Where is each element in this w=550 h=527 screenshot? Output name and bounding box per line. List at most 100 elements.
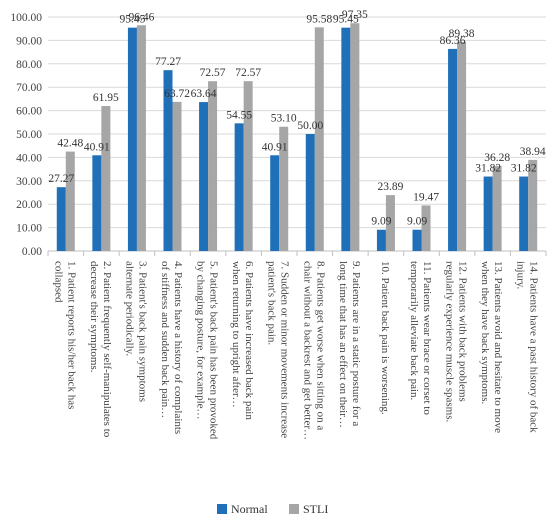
category-label-line: 5. Patient's back pain has been provoked bbox=[208, 261, 220, 440]
category-label-line: 13. Patients avoid and hesitate to move bbox=[492, 261, 504, 433]
category-label-line: when they have back symptoms. bbox=[479, 261, 491, 405]
bar-stli-3 bbox=[136, 25, 146, 251]
category-label-line: 6. Patients have increased back pain bbox=[243, 261, 255, 420]
category-label-8: 8. Patients get worse when sitting on ac… bbox=[301, 261, 326, 440]
data-label-stli-6: 72.57 bbox=[235, 67, 261, 79]
gridlines bbox=[47, 16, 547, 256]
bar-normal-11 bbox=[412, 229, 422, 251]
category-label-5: 5. Patient's back pain has been provoked… bbox=[195, 261, 220, 440]
category-label-line: patient's back pain. bbox=[266, 261, 278, 345]
y-tick-label: 90.00 bbox=[16, 35, 42, 47]
category-label-2: 2. Patient frequently self-manipulates t… bbox=[88, 261, 113, 438]
category-label-14: 14. Patients have a past history of back… bbox=[515, 261, 540, 433]
category-label-line: 14. Patients have a past history of back bbox=[528, 261, 540, 433]
bar-normal-4 bbox=[163, 70, 173, 251]
bar-stli-8 bbox=[314, 27, 324, 251]
category-label-line: regularly experience muscle spasms. bbox=[444, 261, 456, 423]
data-label-normal-10: 9.09 bbox=[371, 216, 391, 228]
data-label-normal-5: 63.64 bbox=[191, 88, 217, 100]
data-label-normal-1: 27.27 bbox=[48, 173, 74, 185]
data-label-normal-3: 95.45 bbox=[119, 14, 145, 26]
category-label-line: 7. Sudden or minor movements increase bbox=[279, 261, 291, 438]
data-label-normal-7: 40.91 bbox=[262, 141, 288, 153]
data-label-normal-12: 86.36 bbox=[440, 35, 466, 47]
bar-normal-6 bbox=[234, 123, 244, 251]
data-label-stli-10: 23.89 bbox=[377, 181, 403, 193]
bar-stli-7 bbox=[279, 126, 289, 251]
bar-normal-12 bbox=[448, 48, 458, 251]
category-label-line: 8. Patients get worse when sitting on a bbox=[314, 261, 326, 430]
x-axis-category-labels: 1. Patient reports his/her back hascolla… bbox=[52, 261, 539, 440]
data-label-normal-11: 9.09 bbox=[407, 216, 427, 228]
data-label-stli-11: 19.47 bbox=[413, 191, 439, 203]
data-label-stli-4: 63.72 bbox=[164, 88, 190, 100]
category-label-line: when returning to upright after… bbox=[230, 261, 242, 408]
bar-stli-2 bbox=[101, 106, 111, 251]
bar-normal-3 bbox=[127, 27, 137, 251]
data-label-stli-14: 38.94 bbox=[520, 146, 546, 158]
category-label-1: 1. Patient reports his/her back hascolla… bbox=[52, 261, 77, 409]
bar-stli-10 bbox=[385, 195, 395, 251]
bar-stli-1 bbox=[65, 151, 75, 251]
y-tick-label: 10.00 bbox=[16, 223, 42, 235]
data-label-normal-6: 54.55 bbox=[226, 109, 252, 121]
y-tick-label: 0.00 bbox=[22, 246, 42, 258]
category-label-line: 3. Patient's back pain symptoms bbox=[136, 261, 148, 402]
data-label-stli-3: 96.46 bbox=[128, 11, 154, 23]
y-tick-label: 20.00 bbox=[16, 199, 42, 211]
category-label-line: temporarily alleviate back pain. bbox=[408, 261, 420, 401]
y-tick-label: 30.00 bbox=[16, 176, 42, 188]
bar-normal-9 bbox=[341, 27, 351, 251]
category-label-line: 2. Patient frequently self-manipulates t… bbox=[101, 261, 113, 438]
category-label-line: injury. bbox=[515, 261, 527, 290]
data-label-stli-2: 61.95 bbox=[93, 92, 119, 104]
data-label-normal-9: 95.45 bbox=[333, 14, 359, 26]
category-label-line: decrease their symptoms. bbox=[88, 261, 100, 373]
data-label-stli-8: 95.58 bbox=[306, 13, 332, 25]
bar-stli-6 bbox=[243, 81, 253, 251]
bar-stli-11 bbox=[421, 205, 431, 251]
category-label-line: collapsed bbox=[52, 261, 64, 303]
bar-normal-8 bbox=[305, 134, 315, 251]
bar-stli-12 bbox=[457, 41, 467, 251]
data-label-normal-14: 31.82 bbox=[511, 163, 537, 175]
data-label-stli-12: 89.38 bbox=[449, 28, 475, 40]
category-label-4: 4. Patients have a history of complaints… bbox=[159, 261, 184, 434]
legend-label-stli: STLI bbox=[303, 502, 328, 516]
category-label-line: by changing posture, for example… bbox=[195, 261, 207, 420]
category-label-line: 1. Patient reports his/her back has bbox=[65, 261, 77, 409]
category-label-line: long time that has an effect on their… bbox=[337, 261, 349, 428]
category-label-line: of stiffness and sudden back pain… bbox=[159, 261, 171, 418]
legend-label-normal: Normal bbox=[231, 502, 268, 516]
category-label-line: alternate periodically. bbox=[123, 261, 135, 356]
bar-normal-1 bbox=[56, 187, 66, 251]
category-label-line: 11. Patients wear brace or corset to bbox=[421, 261, 433, 415]
category-label-line: 10. Patient back pain is worsening. bbox=[379, 261, 391, 415]
legend-swatch-stli bbox=[289, 504, 299, 514]
legend: Normal STLI bbox=[217, 502, 328, 516]
bar-stli-14 bbox=[528, 159, 538, 251]
category-label-line: 9. Patients are in a static posture for … bbox=[350, 261, 362, 426]
y-tick-label: 100.00 bbox=[10, 12, 42, 24]
bar-stli-13 bbox=[492, 166, 502, 251]
y-tick-label: 40.00 bbox=[16, 152, 42, 164]
category-label-11: 11. Patients wear brace or corset totemp… bbox=[408, 261, 433, 415]
y-axis-tick-labels: 0.00 10.00 20.00 30.00 40.00 50.00 60.00 70.00 8… bbox=[10, 12, 42, 258]
data-label-stli-5: 72.57 bbox=[200, 67, 226, 79]
y-tick-label: 70.00 bbox=[16, 82, 42, 94]
category-label-10: 10. Patient back pain is worsening. bbox=[379, 261, 391, 415]
category-label-12: 12. Patients with back problemsregularly… bbox=[444, 261, 469, 423]
bar-stli-4 bbox=[172, 101, 182, 251]
category-label-3: 3. Patient's back pain symptomsalternate… bbox=[123, 261, 148, 402]
bar-stli-5 bbox=[208, 81, 218, 251]
bar-normal-13 bbox=[483, 176, 493, 251]
data-labels: 27.27 40.91 95.45 77.27 63.64 54.55 40.91 50.00… bbox=[48, 9, 546, 228]
data-label-stli-9: 97.35 bbox=[342, 9, 368, 21]
bar-normal-14 bbox=[519, 176, 529, 251]
legend-swatch-normal bbox=[217, 504, 227, 514]
category-label-13: 13. Patients avoid and hesitate to movew… bbox=[479, 261, 504, 433]
y-tick-label: 60.00 bbox=[16, 106, 42, 118]
category-label-6: 6. Patients have increased back painwhen… bbox=[230, 261, 255, 420]
bar-stli-9 bbox=[350, 23, 360, 251]
